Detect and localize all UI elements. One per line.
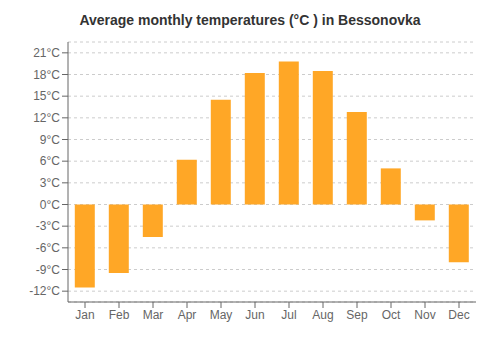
svg-text:21°C: 21°C (33, 46, 60, 60)
svg-text:-9°C: -9°C (36, 263, 60, 277)
svg-text:-3°C: -3°C (36, 219, 60, 233)
svg-text:18°C: 18°C (33, 68, 60, 82)
svg-text:Oct: Oct (382, 308, 401, 322)
svg-text:Aug: Aug (312, 308, 333, 322)
svg-text:Apr: Apr (178, 308, 197, 322)
svg-text:-6°C: -6°C (36, 241, 60, 255)
html-text:Average monthly temperatures (: Average monthly temperatures (°C ) in Be… (79, 12, 421, 28)
svg-text:Jun: Jun (245, 308, 264, 322)
svg-text:Dec: Dec (448, 308, 469, 322)
svg-text:Feb: Feb (109, 308, 130, 322)
svg-text:May: May (210, 308, 233, 322)
svg-text:Jul: Jul (281, 308, 296, 322)
svg-text:Mar: Mar (143, 308, 164, 322)
svg-text:Sep: Sep (346, 308, 368, 322)
svg-text:-12°C: -12°C (29, 284, 60, 298)
svg-text:Jan: Jan (75, 308, 94, 322)
svg-text:9°C: 9°C (40, 133, 60, 147)
svg-text:15°C: 15°C (33, 89, 60, 103)
svg-text:3°C: 3°C (40, 176, 60, 190)
svg-text:0°C: 0°C (40, 198, 60, 212)
svg-text:6°C: 6°C (40, 154, 60, 168)
svg-text:12°C: 12°C (33, 111, 60, 125)
svg-text:Nov: Nov (414, 308, 435, 322)
